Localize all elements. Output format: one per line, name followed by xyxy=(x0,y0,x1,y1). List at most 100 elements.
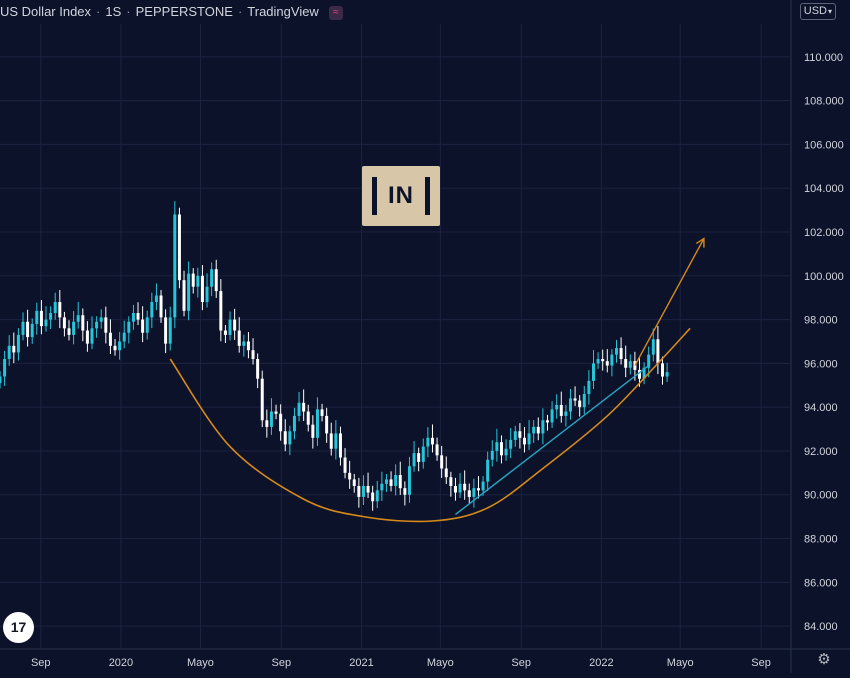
candle-body xyxy=(495,442,499,451)
candle-body xyxy=(200,275,204,303)
x-tick-label: Mayo xyxy=(187,657,214,669)
candle-body xyxy=(311,424,315,438)
currency-selector[interactable]: USD▾ xyxy=(799,3,836,20)
candle-body xyxy=(619,348,623,359)
x-tick-label: 2020 xyxy=(109,657,133,669)
candle-body xyxy=(251,350,255,359)
candle-body xyxy=(509,440,513,449)
candle-body xyxy=(486,459,490,482)
candle-body xyxy=(504,448,508,456)
candle-body xyxy=(338,433,342,458)
y-tick-label: 90.000 xyxy=(804,490,838,502)
candle-body xyxy=(394,475,398,486)
candle-body xyxy=(573,398,577,401)
candle-body xyxy=(76,315,80,322)
tradingview-logo[interactable]: 17 xyxy=(3,612,34,643)
candle-body xyxy=(67,328,71,335)
y-tick-label: 104.000 xyxy=(804,183,844,195)
candle-body xyxy=(21,321,25,335)
candle-body xyxy=(564,411,568,416)
candle-body xyxy=(476,488,480,491)
candle-body xyxy=(578,400,582,408)
projection-arrow xyxy=(634,238,705,366)
gear-icon[interactable]: ⚙ xyxy=(817,651,831,668)
watermark-bracket-icon xyxy=(372,177,430,215)
candle-body xyxy=(633,361,637,370)
watermark-text: IN xyxy=(388,182,414,209)
candle-body xyxy=(62,317,66,329)
chevron-down-icon: ▾ xyxy=(827,7,832,16)
y-tick-label: 96.000 xyxy=(804,358,838,370)
candle-body xyxy=(108,332,112,346)
candle-body xyxy=(421,446,425,462)
candle-body xyxy=(430,437,434,445)
candle-body xyxy=(164,317,168,344)
candle-body xyxy=(7,345,11,359)
candle-body xyxy=(205,286,209,303)
candle-body xyxy=(81,315,85,331)
candle-body xyxy=(182,280,186,311)
candle-body xyxy=(527,433,531,445)
candle-body xyxy=(545,420,549,423)
candle-body xyxy=(440,455,444,469)
candle-body xyxy=(242,341,246,346)
candle-body xyxy=(334,433,338,449)
candle-body xyxy=(150,302,154,318)
candle-body xyxy=(481,481,485,491)
candle-body xyxy=(472,488,476,497)
candle-body xyxy=(306,411,310,425)
candle-body xyxy=(458,483,462,493)
candle-body xyxy=(16,334,20,353)
candle-body xyxy=(274,411,278,414)
candle-body xyxy=(357,485,361,497)
candle-body xyxy=(44,319,48,327)
candle-body xyxy=(601,358,605,362)
candle-body xyxy=(522,437,526,445)
candle-body xyxy=(361,485,365,497)
candle-body xyxy=(444,468,448,478)
candle-body xyxy=(223,330,227,335)
candle-body xyxy=(159,295,163,318)
candle-body xyxy=(219,291,223,331)
candle-body xyxy=(518,431,522,438)
candle-body xyxy=(228,319,232,335)
candle-body xyxy=(320,409,324,416)
candle-body xyxy=(104,317,108,333)
candle-body xyxy=(85,330,89,344)
candle-body xyxy=(628,361,632,368)
candle-body xyxy=(614,348,618,355)
candle-body xyxy=(145,317,149,333)
candle-body xyxy=(587,380,591,395)
candle-body xyxy=(154,295,158,303)
currency-label: USD xyxy=(803,5,827,17)
symbol-name[interactable]: US Dollar Index xyxy=(0,4,92,19)
candle-body xyxy=(141,319,145,333)
candle-body xyxy=(297,402,301,416)
cup-curve xyxy=(169,327,691,523)
candle-body xyxy=(99,317,103,322)
candle-body xyxy=(49,313,53,320)
candle-body xyxy=(256,358,260,379)
candle-body xyxy=(265,420,269,427)
candle-body xyxy=(384,479,388,484)
candle-body xyxy=(642,367,646,379)
y-tick-label: 100.000 xyxy=(804,271,844,283)
candle-body xyxy=(559,404,563,416)
candle-body xyxy=(541,420,545,434)
candle-body xyxy=(246,341,250,351)
candle-body xyxy=(532,426,536,434)
x-tick-label: Mayo xyxy=(427,657,454,669)
candle-body xyxy=(660,363,664,377)
indicator-icon[interactable]: ≈ xyxy=(328,6,343,20)
candle-body xyxy=(269,411,273,427)
candle-body xyxy=(118,341,122,351)
interval-label[interactable]: 1S xyxy=(105,4,122,19)
candle-body xyxy=(233,319,237,331)
y-tick-label: 110.000 xyxy=(804,52,843,64)
candle-body xyxy=(352,479,356,486)
candle-body xyxy=(375,490,379,502)
candle-body xyxy=(417,453,421,462)
